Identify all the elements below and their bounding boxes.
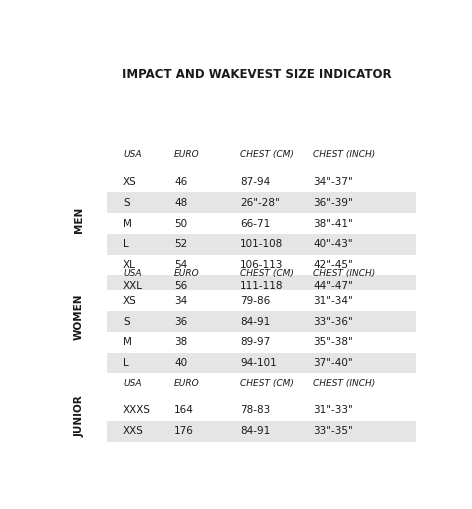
FancyBboxPatch shape bbox=[107, 400, 416, 421]
Text: IMPACT AND WAKEVEST SIZE INDICATOR: IMPACT AND WAKEVEST SIZE INDICATOR bbox=[122, 68, 391, 81]
Text: 44"-47": 44"-47" bbox=[313, 281, 353, 291]
Text: 38"-41": 38"-41" bbox=[313, 218, 353, 229]
Text: 31"-33": 31"-33" bbox=[313, 406, 353, 415]
Text: 34"-37": 34"-37" bbox=[313, 177, 353, 187]
FancyBboxPatch shape bbox=[107, 192, 416, 213]
Text: 40: 40 bbox=[174, 358, 187, 368]
Text: 79-86: 79-86 bbox=[240, 296, 270, 306]
Text: WOMEN: WOMEN bbox=[74, 293, 84, 340]
Text: CHEST (CM): CHEST (CM) bbox=[240, 379, 294, 388]
Text: L: L bbox=[123, 239, 129, 249]
Text: USA: USA bbox=[123, 379, 142, 388]
Text: S: S bbox=[123, 198, 130, 208]
Text: XS: XS bbox=[123, 177, 137, 187]
Text: 40"-43": 40"-43" bbox=[313, 239, 353, 249]
Text: 78-83: 78-83 bbox=[240, 406, 270, 415]
FancyBboxPatch shape bbox=[107, 353, 416, 374]
Text: CHEST (CM): CHEST (CM) bbox=[240, 269, 294, 278]
Text: 106-113: 106-113 bbox=[240, 260, 284, 270]
Text: 176: 176 bbox=[174, 426, 194, 436]
Text: CHEST (INCH): CHEST (INCH) bbox=[313, 379, 376, 388]
Text: XXL: XXL bbox=[123, 281, 143, 291]
Text: 101-108: 101-108 bbox=[240, 239, 283, 249]
Text: 33"-36": 33"-36" bbox=[313, 317, 353, 326]
Text: XXXS: XXXS bbox=[123, 406, 151, 415]
Text: 33"-35": 33"-35" bbox=[313, 426, 353, 436]
Text: USA: USA bbox=[123, 150, 142, 159]
Text: 35"-38": 35"-38" bbox=[313, 337, 353, 347]
FancyBboxPatch shape bbox=[107, 172, 416, 192]
Text: 164: 164 bbox=[174, 406, 194, 415]
FancyBboxPatch shape bbox=[107, 421, 416, 442]
Text: EURO: EURO bbox=[174, 379, 200, 388]
Text: 52: 52 bbox=[174, 239, 187, 249]
Text: 56: 56 bbox=[174, 281, 187, 291]
Text: 36: 36 bbox=[174, 317, 187, 326]
Text: JUNIOR: JUNIOR bbox=[74, 395, 84, 437]
Text: XS: XS bbox=[123, 296, 137, 306]
FancyBboxPatch shape bbox=[107, 234, 416, 254]
Text: MEN: MEN bbox=[74, 207, 84, 233]
Text: 111-118: 111-118 bbox=[240, 281, 284, 291]
Text: 50: 50 bbox=[174, 218, 187, 229]
Text: 42"-45": 42"-45" bbox=[313, 260, 353, 270]
Text: 37"-40": 37"-40" bbox=[313, 358, 353, 368]
Text: CHEST (INCH): CHEST (INCH) bbox=[313, 269, 376, 278]
Text: CHEST (CM): CHEST (CM) bbox=[240, 150, 294, 159]
Text: 89-97: 89-97 bbox=[240, 337, 270, 347]
Text: 54: 54 bbox=[174, 260, 187, 270]
Text: CHEST (INCH): CHEST (INCH) bbox=[313, 150, 376, 159]
Text: 87-94: 87-94 bbox=[240, 177, 270, 187]
Text: M: M bbox=[123, 218, 132, 229]
Text: 26"-28": 26"-28" bbox=[240, 198, 280, 208]
FancyBboxPatch shape bbox=[107, 332, 416, 353]
FancyBboxPatch shape bbox=[107, 213, 416, 234]
Text: 31"-34": 31"-34" bbox=[313, 296, 353, 306]
Text: L: L bbox=[123, 358, 129, 368]
Text: EURO: EURO bbox=[174, 269, 200, 278]
Text: 94-101: 94-101 bbox=[240, 358, 277, 368]
FancyBboxPatch shape bbox=[107, 254, 416, 275]
Text: USA: USA bbox=[123, 269, 142, 278]
Text: 66-71: 66-71 bbox=[240, 218, 270, 229]
Text: 84-91: 84-91 bbox=[240, 426, 270, 436]
Text: 84-91: 84-91 bbox=[240, 317, 270, 326]
Text: XXS: XXS bbox=[123, 426, 144, 436]
Text: EURO: EURO bbox=[174, 150, 200, 159]
Text: M: M bbox=[123, 337, 132, 347]
Text: 48: 48 bbox=[174, 198, 187, 208]
Text: S: S bbox=[123, 317, 130, 326]
FancyBboxPatch shape bbox=[107, 275, 416, 296]
Text: 46: 46 bbox=[174, 177, 187, 187]
Text: 38: 38 bbox=[174, 337, 187, 347]
Text: XL: XL bbox=[123, 260, 136, 270]
FancyBboxPatch shape bbox=[107, 311, 416, 332]
Text: 34: 34 bbox=[174, 296, 187, 306]
Text: 36"-39": 36"-39" bbox=[313, 198, 353, 208]
FancyBboxPatch shape bbox=[107, 290, 416, 311]
